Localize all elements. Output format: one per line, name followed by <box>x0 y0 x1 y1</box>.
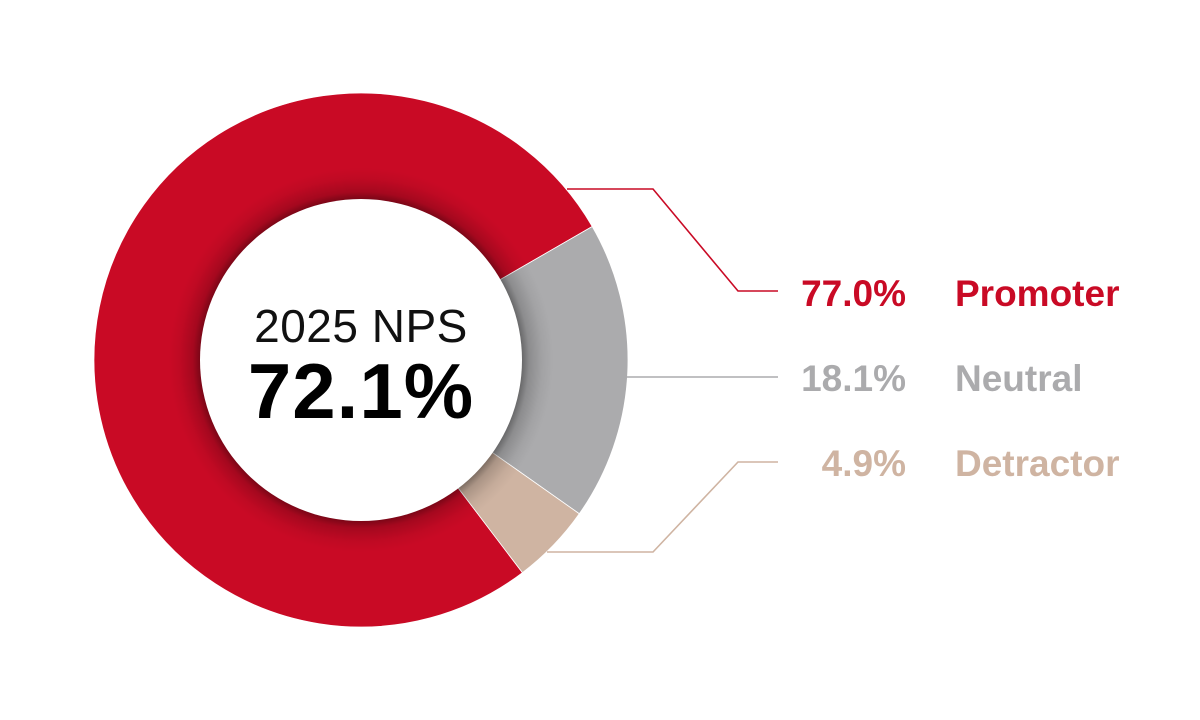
detractor-label: Detractor <box>955 443 1120 484</box>
donut-hole <box>200 199 522 521</box>
center-nps-value: 72.1% <box>247 347 475 435</box>
promoter-percentage: 77.0% <box>801 273 906 314</box>
legend-item-detractor: 4.9% Detractor <box>780 442 1160 486</box>
legend-item-neutral: 18.1% Neutral <box>780 357 1160 401</box>
detractor-leader-line <box>547 461 778 553</box>
promoter-leader-line <box>567 188 778 292</box>
legend-item-promoter: 77.0% Promoter <box>780 272 1160 316</box>
center-title: 2025 NPS <box>254 300 468 352</box>
neutral-percentage: 18.1% <box>801 358 906 399</box>
promoter-label: Promoter <box>955 273 1120 314</box>
neutral-label: Neutral <box>955 358 1083 399</box>
detractor-percentage: 4.9% <box>821 443 906 484</box>
